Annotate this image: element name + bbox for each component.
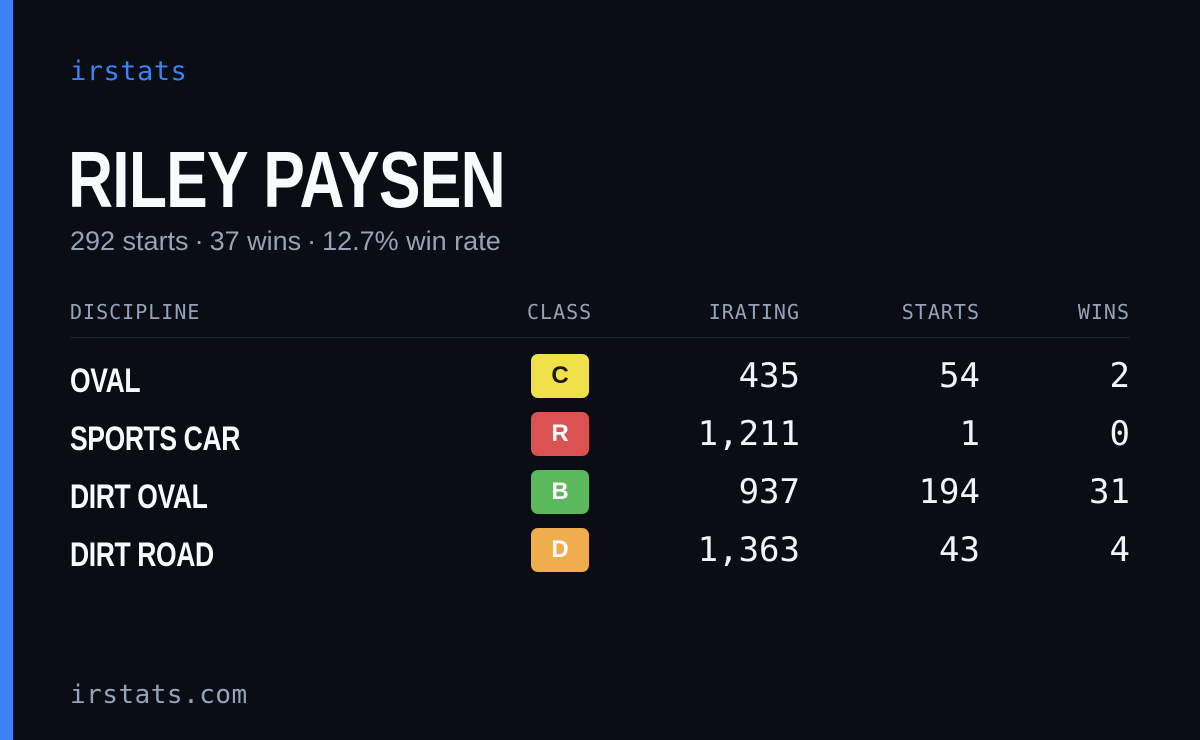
header-starts: STARTS (901, 300, 980, 324)
irating-value: 1,211 (697, 414, 800, 454)
header-wins: WINS (1077, 300, 1130, 324)
driver-summary: 292 starts · 37 wins · 12.7% win rate (70, 226, 501, 257)
discipline-name: OVAL (70, 362, 141, 400)
table-body: OVAL C 435 54 2 SPORTS CAR R 1,211 1 0 D… (70, 354, 1130, 586)
wins-value: 0 (1109, 414, 1130, 454)
irating-value: 435 (738, 356, 800, 396)
summary-wins: 37 wins (209, 226, 302, 256)
table-row: SPORTS CAR R 1,211 1 0 (70, 412, 1130, 470)
table-row: OVAL C 435 54 2 (70, 354, 1130, 412)
wins-value: 4 (1109, 530, 1130, 570)
wins-value: 2 (1109, 356, 1130, 396)
summary-win-rate: 12.7% win rate (322, 226, 501, 256)
header-class: CLASS (527, 300, 593, 324)
table-header: DISCIPLINE CLASS IRATING STARTS WINS (70, 296, 1130, 338)
starts-value: 43 (939, 530, 980, 570)
class-badge: D (531, 528, 589, 572)
discipline-name: SPORTS CAR (70, 420, 240, 458)
summary-separator: · (194, 226, 204, 256)
table-row: DIRT ROAD D 1,363 43 4 (70, 528, 1130, 586)
class-badge: C (531, 354, 589, 398)
discipline-name: DIRT OVAL (70, 478, 208, 516)
starts-value: 1 (959, 414, 980, 454)
brand-logo: irstats (70, 56, 188, 87)
wins-value: 31 (1089, 472, 1130, 512)
class-badge: R (531, 412, 589, 456)
driver-name: RILEY PAYSEN (68, 135, 506, 224)
irating-value: 1,363 (697, 530, 800, 570)
table-row: DIRT OVAL B 937 194 31 (70, 470, 1130, 528)
header-discipline: DISCIPLINE (70, 300, 201, 324)
accent-bar (0, 0, 13, 740)
irating-value: 937 (738, 472, 800, 512)
class-badge: B (531, 470, 589, 514)
summary-starts: 292 starts (70, 226, 189, 256)
stats-table: DISCIPLINE CLASS IRATING STARTS WINS OVA… (70, 296, 1130, 586)
header-irating: IRATING (708, 300, 800, 324)
summary-separator: · (307, 226, 317, 256)
starts-value: 194 (918, 472, 980, 512)
footer-url: irstats.com (70, 680, 248, 710)
starts-value: 54 (939, 356, 980, 396)
discipline-name: DIRT ROAD (70, 536, 214, 574)
